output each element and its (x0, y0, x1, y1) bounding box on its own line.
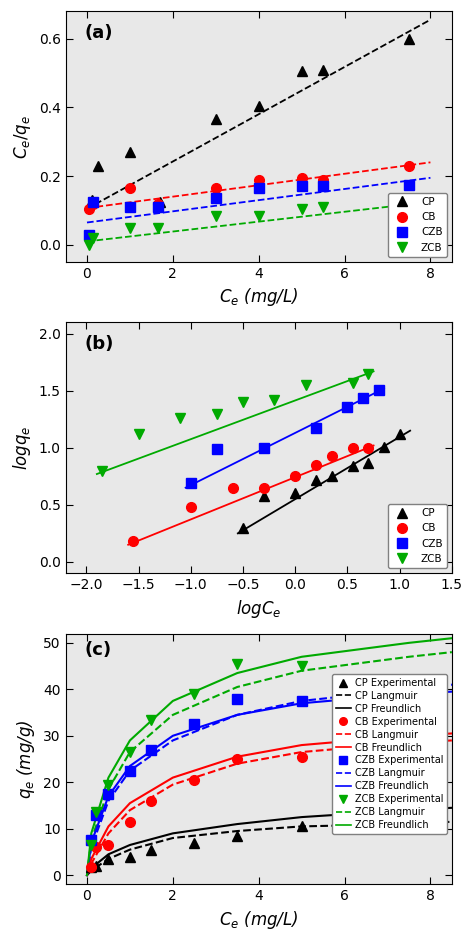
X-axis label: $C_e$ (mg/L): $C_e$ (mg/L) (219, 286, 299, 308)
Text: (a): (a) (85, 24, 113, 41)
Legend: CP, CB, CZB, ZCB: CP, CB, CZB, ZCB (388, 193, 447, 257)
Y-axis label: $logq_e$: $logq_e$ (11, 426, 33, 470)
Text: (c): (c) (85, 642, 112, 659)
Text: (b): (b) (85, 334, 114, 353)
Y-axis label: $q_e$ (mg/g): $q_e$ (mg/g) (16, 719, 37, 799)
Legend: CP Experimental, CP Langmuir, CP Freundlich, CB Experimental, CB Langmuir, CB Fr: CP Experimental, CP Langmuir, CP Freundl… (332, 674, 447, 834)
X-axis label: $logC_e$: $logC_e$ (236, 597, 282, 620)
Legend: CP, CB, CZB, ZCB: CP, CB, CZB, ZCB (388, 504, 447, 568)
X-axis label: $C_e$ (mg/L): $C_e$ (mg/L) (219, 909, 299, 931)
Y-axis label: $C_e/q_e$: $C_e/q_e$ (12, 115, 33, 158)
